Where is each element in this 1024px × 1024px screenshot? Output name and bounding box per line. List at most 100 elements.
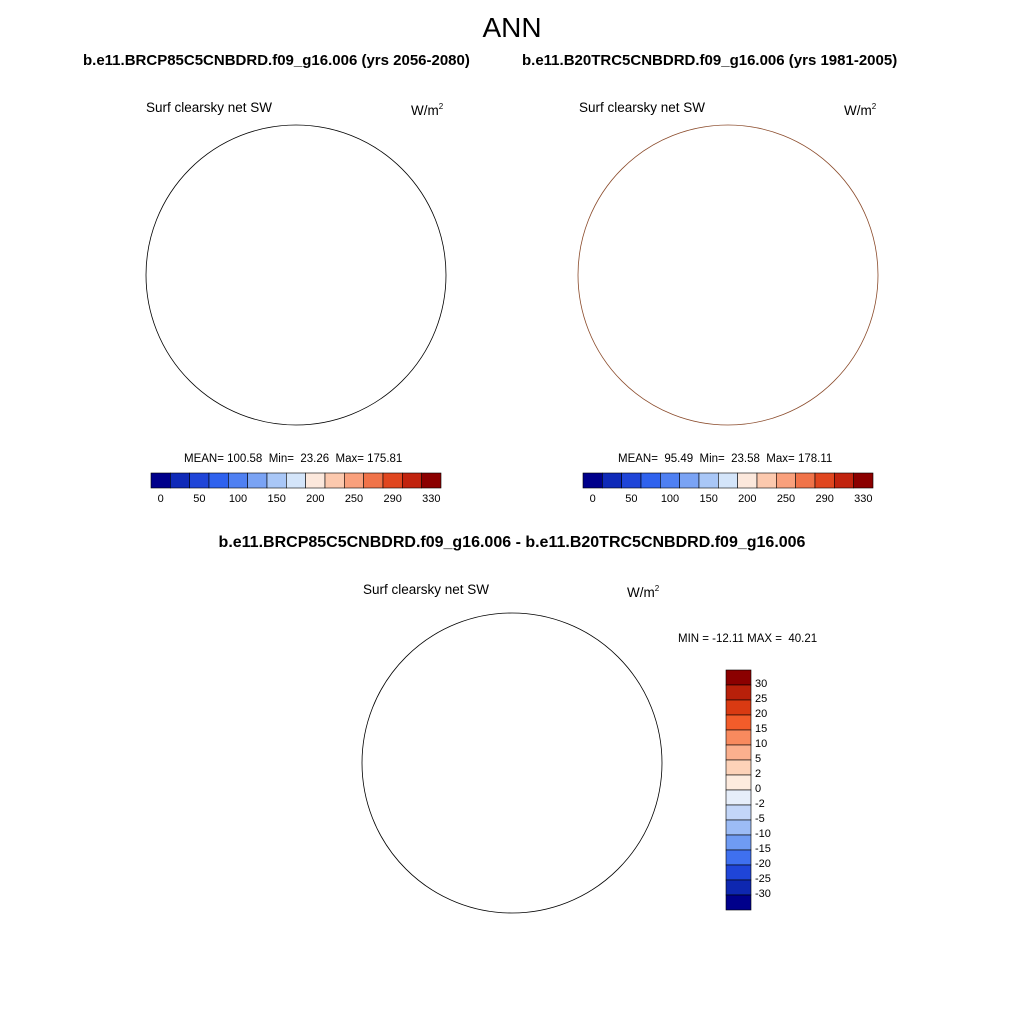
difference-band-light [380, 639, 656, 879]
panel-2-colorbar [582, 472, 874, 489]
colorbar-swatch [266, 472, 287, 489]
panel-2-ring-deep [624, 167, 832, 367]
colorbar-swatch [170, 472, 190, 489]
panel-2-stats: MEAN= 95.49 Min= 23.58 Max= 178.11 [618, 453, 833, 465]
colorbar-tick-label: -2 [755, 798, 765, 810]
panel-1-map-border [145, 124, 447, 426]
colorbar-swatch [402, 472, 422, 489]
difference-max-arc-east [612, 723, 640, 821]
difference-positive-patch [516, 767, 596, 819]
colorbar-swatch [756, 472, 777, 489]
panel-2-units-label: W/m2 [844, 102, 876, 118]
difference-band-strong [400, 659, 636, 851]
colorbar-tick-label: 50 [625, 493, 638, 505]
difference-band-pale [416, 671, 616, 839]
colorbar-tick-label: 150 [267, 493, 286, 505]
colorbar-tick-label: 30 [755, 678, 768, 690]
colorbar-swatch [382, 472, 403, 489]
colorbar-tick-label: 150 [699, 493, 718, 505]
colorbar-swatch [725, 729, 752, 746]
colorbar-swatch [725, 714, 752, 731]
difference-map [352, 603, 672, 923]
difference-negative-patch [440, 719, 468, 731]
difference-title: b.e11.BRCP85C5CNBDRD.f09_g16.006 - b.e11… [218, 534, 806, 551]
colorbar-swatch [324, 472, 345, 489]
colorbar-tick-label: 290 [815, 493, 834, 505]
colorbar-tick-label: -15 [755, 843, 771, 855]
panel-1-map [145, 124, 456, 435]
colorbar-swatch [725, 834, 752, 851]
colorbar-swatch [150, 472, 171, 489]
colorbar-swatch [363, 472, 384, 489]
panel-1-antarctica [188, 172, 403, 356]
panel-1-variable-label: Surf clearsky net SW [146, 100, 273, 115]
panel-2-antarctica [620, 172, 835, 356]
colorbar-swatch [582, 472, 603, 489]
colorbar-swatch [286, 472, 306, 489]
panel-1-peninsula [195, 223, 202, 245]
colorbar-tick-label: 0 [157, 493, 164, 505]
difference-units-label: W/m2 [627, 584, 659, 600]
panel-2-ring-strong [638, 181, 814, 349]
colorbar-tick-label: 2 [755, 768, 762, 780]
panel-2-variable-label: Surf clearsky net SW [579, 100, 706, 115]
colorbar-tick-label: 100 [660, 493, 680, 505]
colorbar-tick-label: 25 [755, 693, 768, 705]
panel-1-ring-deep [201, 172, 395, 358]
panel-2-ring-blue [612, 155, 848, 383]
colorbar-swatch [421, 472, 442, 489]
panel-2-ocean [568, 115, 888, 435]
colorbar-tick-label: -25 [755, 873, 771, 885]
colorbar-swatch [725, 774, 752, 791]
panel-1-stats: MEAN= 100.58 Min= 23.26 Max= 175.81 [184, 453, 403, 465]
difference-max-arc-north [492, 622, 612, 691]
colorbar-swatch [679, 472, 700, 489]
colorbar-tick-label: -5 [755, 813, 765, 825]
colorbar-tick-label: 0 [589, 493, 596, 505]
colorbar-tick-label: 100 [228, 493, 248, 505]
panel-1-units-label: W/m2 [411, 102, 443, 118]
colorbar-swatch [247, 472, 268, 489]
colorbar-swatch [718, 472, 738, 489]
colorbar-tick-label: 200 [306, 493, 325, 505]
panel-1-colorbar [150, 472, 442, 489]
colorbar-swatch [853, 472, 874, 489]
difference-max-arc-west [394, 689, 420, 775]
panel-2-run-title: b.e11.B20TRC5CNBDRD.f09_g16.006 (yrs 198… [522, 52, 898, 69]
difference-stats: MIN = -12.11 MAX = 40.21 [678, 633, 818, 645]
difference-negative-patch-2 [466, 730, 486, 740]
colorbar-swatch [228, 472, 248, 489]
colorbar-swatch [725, 699, 752, 716]
colorbar-tick-label: 330 [422, 493, 441, 505]
difference-units-base: W/m [627, 585, 655, 600]
colorbar-swatch [621, 472, 642, 489]
colorbar-tick-label: 290 [383, 493, 402, 505]
panel-2-units-exp: 2 [871, 102, 877, 111]
panel-1-run-title: b.e11.BRCP85C5CNBDRD.f09_g16.006 (yrs 20… [83, 52, 470, 69]
colorbar-swatch [725, 894, 752, 911]
difference-band-mid [390, 649, 646, 865]
panel-1-units-base: W/m [411, 103, 439, 118]
colorbar-swatch [725, 804, 752, 821]
panel-2-ring-mid [598, 143, 862, 399]
colorbar-swatch [795, 472, 816, 489]
colorbar-tick-label: -20 [755, 858, 771, 870]
panel-2-map-border [577, 124, 879, 426]
colorbar-tick-label: 330 [854, 493, 873, 505]
difference-antarctica [404, 656, 619, 840]
colorbar-tick-label: 15 [755, 723, 768, 735]
colorbar-swatch [737, 472, 758, 489]
colorbar-tick-label: 10 [755, 738, 768, 750]
colorbar-swatch [725, 684, 752, 701]
colorbar-swatch [725, 789, 752, 806]
difference-colorbar [725, 669, 752, 911]
colorbar-swatch [776, 472, 796, 489]
colorbar-swatch [208, 472, 229, 489]
colorbar-swatch [725, 849, 752, 866]
colorbar-tick-label: -10 [755, 828, 771, 840]
colorbar-tick-label: -30 [755, 888, 771, 900]
colorbar-tick-label: 0 [755, 783, 762, 795]
difference-ocean-far [352, 603, 672, 923]
colorbar-swatch [698, 472, 719, 489]
